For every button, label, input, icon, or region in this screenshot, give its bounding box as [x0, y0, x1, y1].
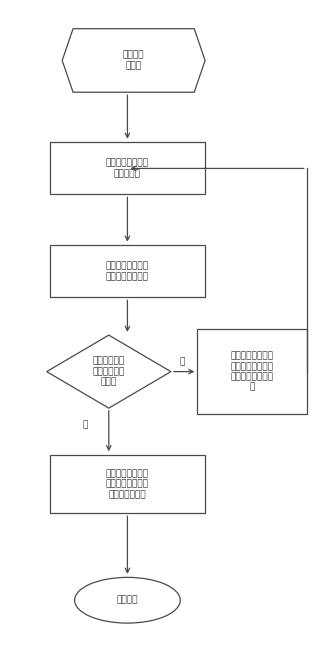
Text: 判断是否有编
址单元收到脉
冲信号: 判断是否有编 址单元收到脉 冲信号: [93, 357, 125, 386]
Bar: [50, 455, 205, 513]
Text: 是: 是: [179, 358, 184, 367]
Bar: [50, 143, 205, 194]
Text: 已分配地址的编址
单元发出脉冲信号: 已分配地址的编址 单元发出脉冲信号: [106, 262, 149, 281]
Text: 判断首架编址单元
并分配地址: 判断首架编址单元 并分配地址: [106, 159, 149, 178]
Text: 编址结束: 编址结束: [117, 596, 138, 605]
Text: 判断为发出脉冲信
号的编址单元的相
邻单元，并分配地
址: 判断为发出脉冲信 号的编址单元的相 邻单元，并分配地 址: [230, 351, 273, 392]
Bar: [197, 329, 307, 415]
Bar: [50, 245, 205, 297]
Ellipse shape: [74, 577, 180, 623]
Polygon shape: [62, 29, 205, 92]
Text: 否: 否: [83, 420, 88, 429]
Text: 断开所有
断电器: 断开所有 断电器: [123, 51, 145, 70]
Polygon shape: [47, 335, 171, 408]
Text: 未分配地址的编址
单元为尾架编址单
元，并分配地址: 未分配地址的编址 单元为尾架编址单 元，并分配地址: [106, 469, 149, 499]
